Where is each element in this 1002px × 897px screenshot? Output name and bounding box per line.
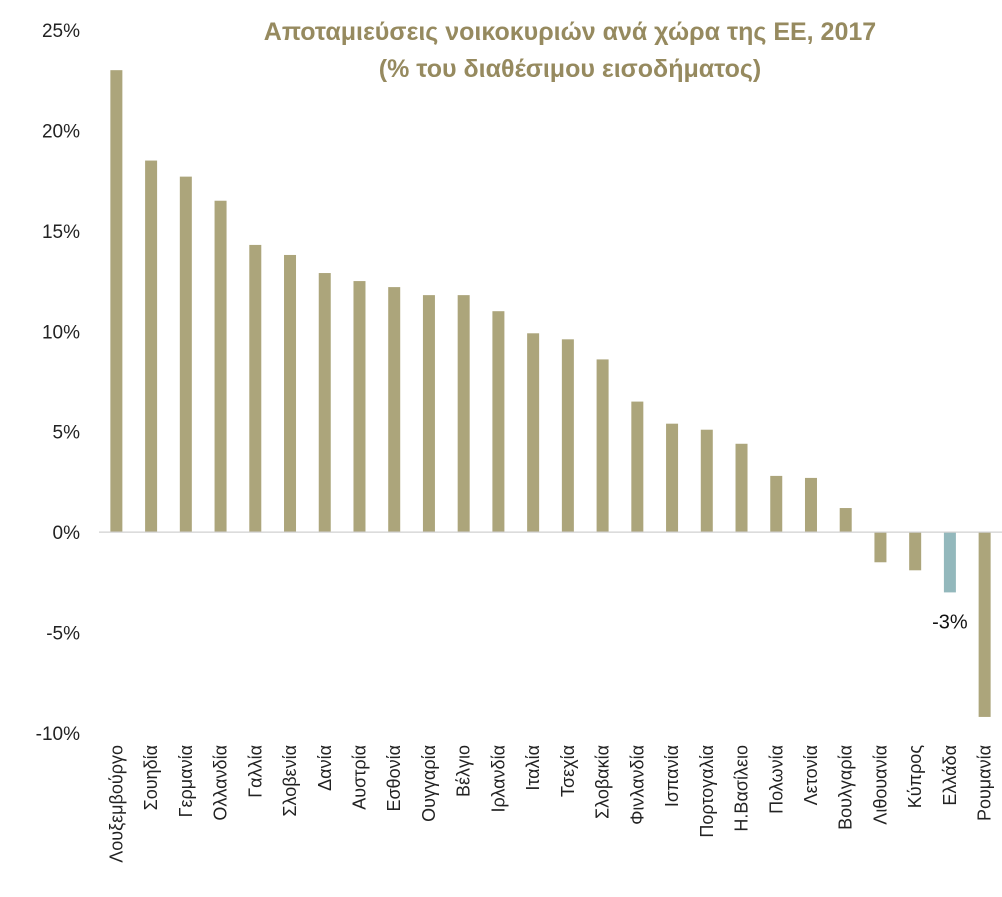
bar: [388, 287, 401, 533]
bar: [839, 508, 852, 533]
x-tick-label: Ρουμανία: [975, 745, 995, 821]
bar: [978, 532, 991, 717]
y-tick-label: 5%: [53, 423, 81, 444]
x-tick-label: Λετονία: [801, 745, 821, 805]
x-tick-label: Βουλγαρία: [836, 745, 856, 830]
x-tick-label: Αυστρία: [349, 745, 369, 810]
bar: [561, 339, 574, 533]
chart-title: Αποταμιεύσεις νοικοκυριών ανά χώρα της Ε…: [150, 14, 990, 88]
x-tick-label: Γαλλία: [245, 745, 265, 798]
y-tick-label: 0%: [53, 523, 81, 544]
chart-title-line: Αποταμιεύσεις νοικοκυριών ανά χώρα της Ε…: [263, 18, 877, 46]
x-tick-label: Ολλανδία: [211, 745, 231, 821]
x-tick-label: Πορτογαλία: [697, 745, 717, 838]
x-tick-label: Η.Βασίλειο: [732, 745, 752, 832]
bar: [214, 200, 227, 533]
x-tick-label: Εσθονία: [384, 745, 404, 812]
x-tick-label: Βέλγιο: [454, 745, 474, 797]
data-label: -3%: [932, 611, 968, 633]
bar: [145, 160, 158, 533]
x-tick-label: Ιρλανδία: [488, 745, 508, 812]
bar: [422, 295, 435, 533]
bar: [596, 359, 609, 533]
x-tick-label: Δανία: [315, 745, 335, 791]
y-tick-label: 10%: [42, 322, 80, 343]
y-tick-label: 25%: [42, 21, 80, 42]
x-tick-label: Πολωνία: [766, 745, 786, 814]
y-tick-label: 20%: [42, 121, 80, 142]
bar: [700, 429, 713, 533]
x-tick-label: Λιθουανία: [870, 745, 890, 825]
x-tick-label: Τσεχία: [558, 745, 578, 797]
x-tick-label: Σλοβενία: [280, 745, 300, 817]
bar: [284, 254, 297, 533]
x-tick-label: Ισπανία: [662, 745, 682, 807]
bar: [943, 532, 956, 593]
bar: [666, 423, 679, 533]
bar: [874, 532, 887, 563]
x-tick-label: Σλοβακία: [593, 745, 613, 819]
bar: [631, 401, 644, 533]
x-tick-label: Γερμανία: [176, 745, 196, 817]
bar: [770, 475, 783, 533]
y-tick-label: -10%: [36, 724, 80, 745]
bar: [110, 70, 123, 533]
x-tick-label: Ιταλία: [523, 745, 543, 791]
x-tick-label: Σουηδία: [141, 745, 161, 810]
x-tick-label: Λουξεμβούργο: [106, 745, 126, 863]
bar: [179, 176, 192, 533]
y-tick-label: 15%: [42, 222, 80, 243]
bar: [457, 295, 470, 533]
x-tick-label: Ουγγαρία: [419, 745, 439, 822]
bar: [492, 311, 505, 533]
chart-subtitle-line: (% του διαθέσιμου εισοδήματος): [378, 55, 762, 83]
x-tick-label: Φινλανδία: [627, 745, 647, 825]
bar: [318, 273, 331, 533]
bar: [527, 333, 540, 533]
x-tick-label: Ελλάδα: [940, 745, 960, 806]
bar: [804, 477, 817, 533]
bar: [249, 244, 262, 533]
bar: [353, 281, 366, 533]
bar: [735, 443, 748, 533]
bar: [909, 532, 922, 571]
y-tick-label: -5%: [46, 624, 80, 645]
x-tick-label: Κύπρος: [905, 745, 925, 809]
